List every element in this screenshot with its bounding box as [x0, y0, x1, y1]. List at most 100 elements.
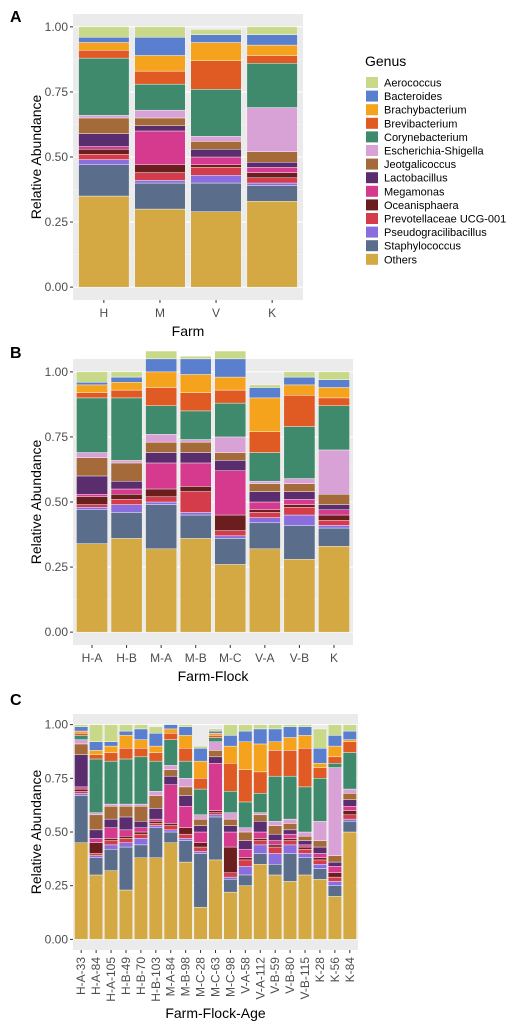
bar-segment-others	[179, 538, 212, 633]
x-tick-label: K	[268, 306, 276, 320]
bar-segment-escherichia-shigella	[148, 790, 163, 796]
bar-segment-oceanisphaera	[327, 872, 342, 878]
bar-segment-staphylococcus	[193, 853, 208, 908]
bar-segment-staphylococcus	[145, 504, 177, 550]
bar-segment-aerococcus	[133, 724, 148, 730]
bar-segment-others	[134, 208, 186, 288]
y-tick-label: 1.00	[45, 20, 69, 34]
bar-segment-oceanisphaera	[134, 164, 186, 173]
bar-segment-brachybacterium	[148, 745, 163, 753]
legend-swatch	[366, 131, 378, 143]
bar-segment-oceanisphaera	[89, 842, 104, 854]
bar-segment-prevotellaceae-ucg-001	[327, 876, 342, 882]
x-tick-label: M-A-84	[164, 957, 178, 997]
bar-segment-others	[74, 842, 89, 940]
bar-segment-brevibacterium	[208, 735, 223, 738]
bar-segment-corynebacterium	[298, 786, 312, 833]
y-axis-title: Relative Abundance	[28, 770, 44, 895]
bar-segment-megamonas	[342, 806, 357, 811]
bar-segment-staphylococcus	[238, 874, 253, 886]
bar-segment-pseudogracilibacillus	[148, 825, 163, 828]
bar-segment-brachybacterium	[104, 745, 118, 753]
bar-segment-oceanisphaera	[342, 810, 357, 816]
bar-segment-brachybacterium	[223, 745, 238, 764]
bar-segment-staphylococcus	[283, 853, 298, 882]
bar-segment-prevotellaceae-ucg-001	[78, 154, 130, 160]
bar-segment-staphylococcus	[104, 848, 118, 871]
bar-segment-megamonas	[78, 146, 130, 150]
bar-segment-brachybacterium	[178, 735, 193, 749]
bar-segment-megamonas	[318, 509, 350, 516]
bar-segment-lactobacillus	[249, 491, 281, 503]
bar-segment-escherichia-shigella	[283, 478, 316, 484]
bar-segment-staphylococcus	[283, 525, 316, 560]
bar-segment-brachybacterium	[110, 382, 143, 391]
bar-segment-megamonas	[110, 488, 143, 495]
bar-segment-prevotellaceae-ucg-001	[283, 840, 298, 846]
bar-segment-pseudogracilibacillus	[163, 829, 178, 833]
legend-item-label: Oceanisphaera	[384, 200, 459, 212]
bar-segment-staphylococcus	[148, 827, 163, 858]
bar-segment-brachybacterium	[74, 730, 89, 734]
legend-item-label: Escherichia-Shigella	[384, 146, 485, 158]
bar-segment-megamonas	[246, 167, 298, 173]
bar-segment-staphylococcus	[178, 840, 193, 863]
bar-segment-escherichia-shigella	[163, 765, 178, 770]
bar-segment-lactobacillus	[119, 816, 133, 831]
bar-segment-bacteroides	[298, 726, 312, 736]
bar-segment-escherichia-shigella	[223, 812, 238, 820]
bar-segment-corynebacterium	[283, 426, 316, 479]
bar-segment-prevotellaceae-ucg-001	[119, 838, 133, 843]
bar-segment-corynebacterium	[318, 405, 350, 451]
legend-swatch	[366, 158, 378, 170]
bar-segment-pseudogracilibacillus	[249, 517, 281, 524]
bar-segment-pseudogracilibacillus	[134, 180, 186, 184]
bar-segment-megamonas	[179, 462, 212, 487]
legend-swatch	[366, 240, 378, 252]
bar-segment-escherichia-shigella	[78, 115, 130, 119]
bar-segment-oceanisphaera	[76, 496, 108, 505]
bar-segment-escherichia-shigella	[238, 827, 253, 833]
bar-segment-oceanisphaera	[268, 844, 283, 848]
legend-swatch	[366, 104, 378, 116]
bar-segment-lactobacillus	[145, 452, 177, 464]
x-tick-label: V-A-112	[253, 957, 267, 1000]
bar-segment-bacteroides	[327, 735, 342, 747]
bar-segment-others	[283, 559, 316, 633]
bar-segment-jeotgalicoccus	[76, 457, 108, 477]
bar-segment-brevibacterium	[133, 748, 148, 758]
bar-segment-oceanisphaera	[163, 823, 178, 826]
bar-segment-oceanisphaera	[78, 148, 130, 155]
y-tick-label: 0.75	[45, 85, 69, 99]
bar-segment-brevibacterium	[193, 778, 208, 790]
bar-segment-prevotellaceae-ucg-001	[268, 846, 283, 854]
bar-segment-brevibacterium	[268, 750, 283, 777]
y-tick-label: 0.25	[45, 879, 69, 893]
bar-segment-staphylococcus	[163, 831, 178, 843]
panel-letter: B	[10, 345, 22, 362]
bar-segment-jeotgalicoccus	[110, 462, 143, 482]
bar-segment-bacteroides	[110, 376, 143, 383]
bar-segment-lactobacillus	[179, 452, 212, 464]
bar-segment-others	[110, 538, 143, 633]
bar-segment-corynebacterium	[214, 402, 247, 438]
bar-segment-pseudogracilibacillus	[179, 512, 212, 516]
bar-segment-aerococcus	[208, 728, 223, 732]
x-tick-label: V	[212, 306, 220, 320]
bar-segment-corynebacterium	[327, 763, 342, 768]
bar-segment-oceanisphaera	[145, 488, 177, 497]
bar-segment-bacteroides	[318, 379, 350, 388]
legend-swatch	[366, 199, 378, 211]
bar-segment-lactobacillus	[238, 840, 253, 850]
bar-segment-lactobacillus	[214, 460, 247, 471]
x-tick-label: M-A	[150, 651, 172, 665]
bar-segment-brachybacterium	[238, 741, 253, 770]
bar-segment-bacteroides	[163, 724, 178, 730]
bar-segment-lactobacillus	[283, 491, 316, 500]
legend-swatch	[366, 172, 378, 184]
bar-segment-aerococcus	[178, 724, 193, 727]
x-tick-label: K-28	[313, 957, 327, 983]
bar-segment-corynebacterium	[342, 752, 357, 790]
bar-segment-brevibacterium	[119, 748, 133, 760]
